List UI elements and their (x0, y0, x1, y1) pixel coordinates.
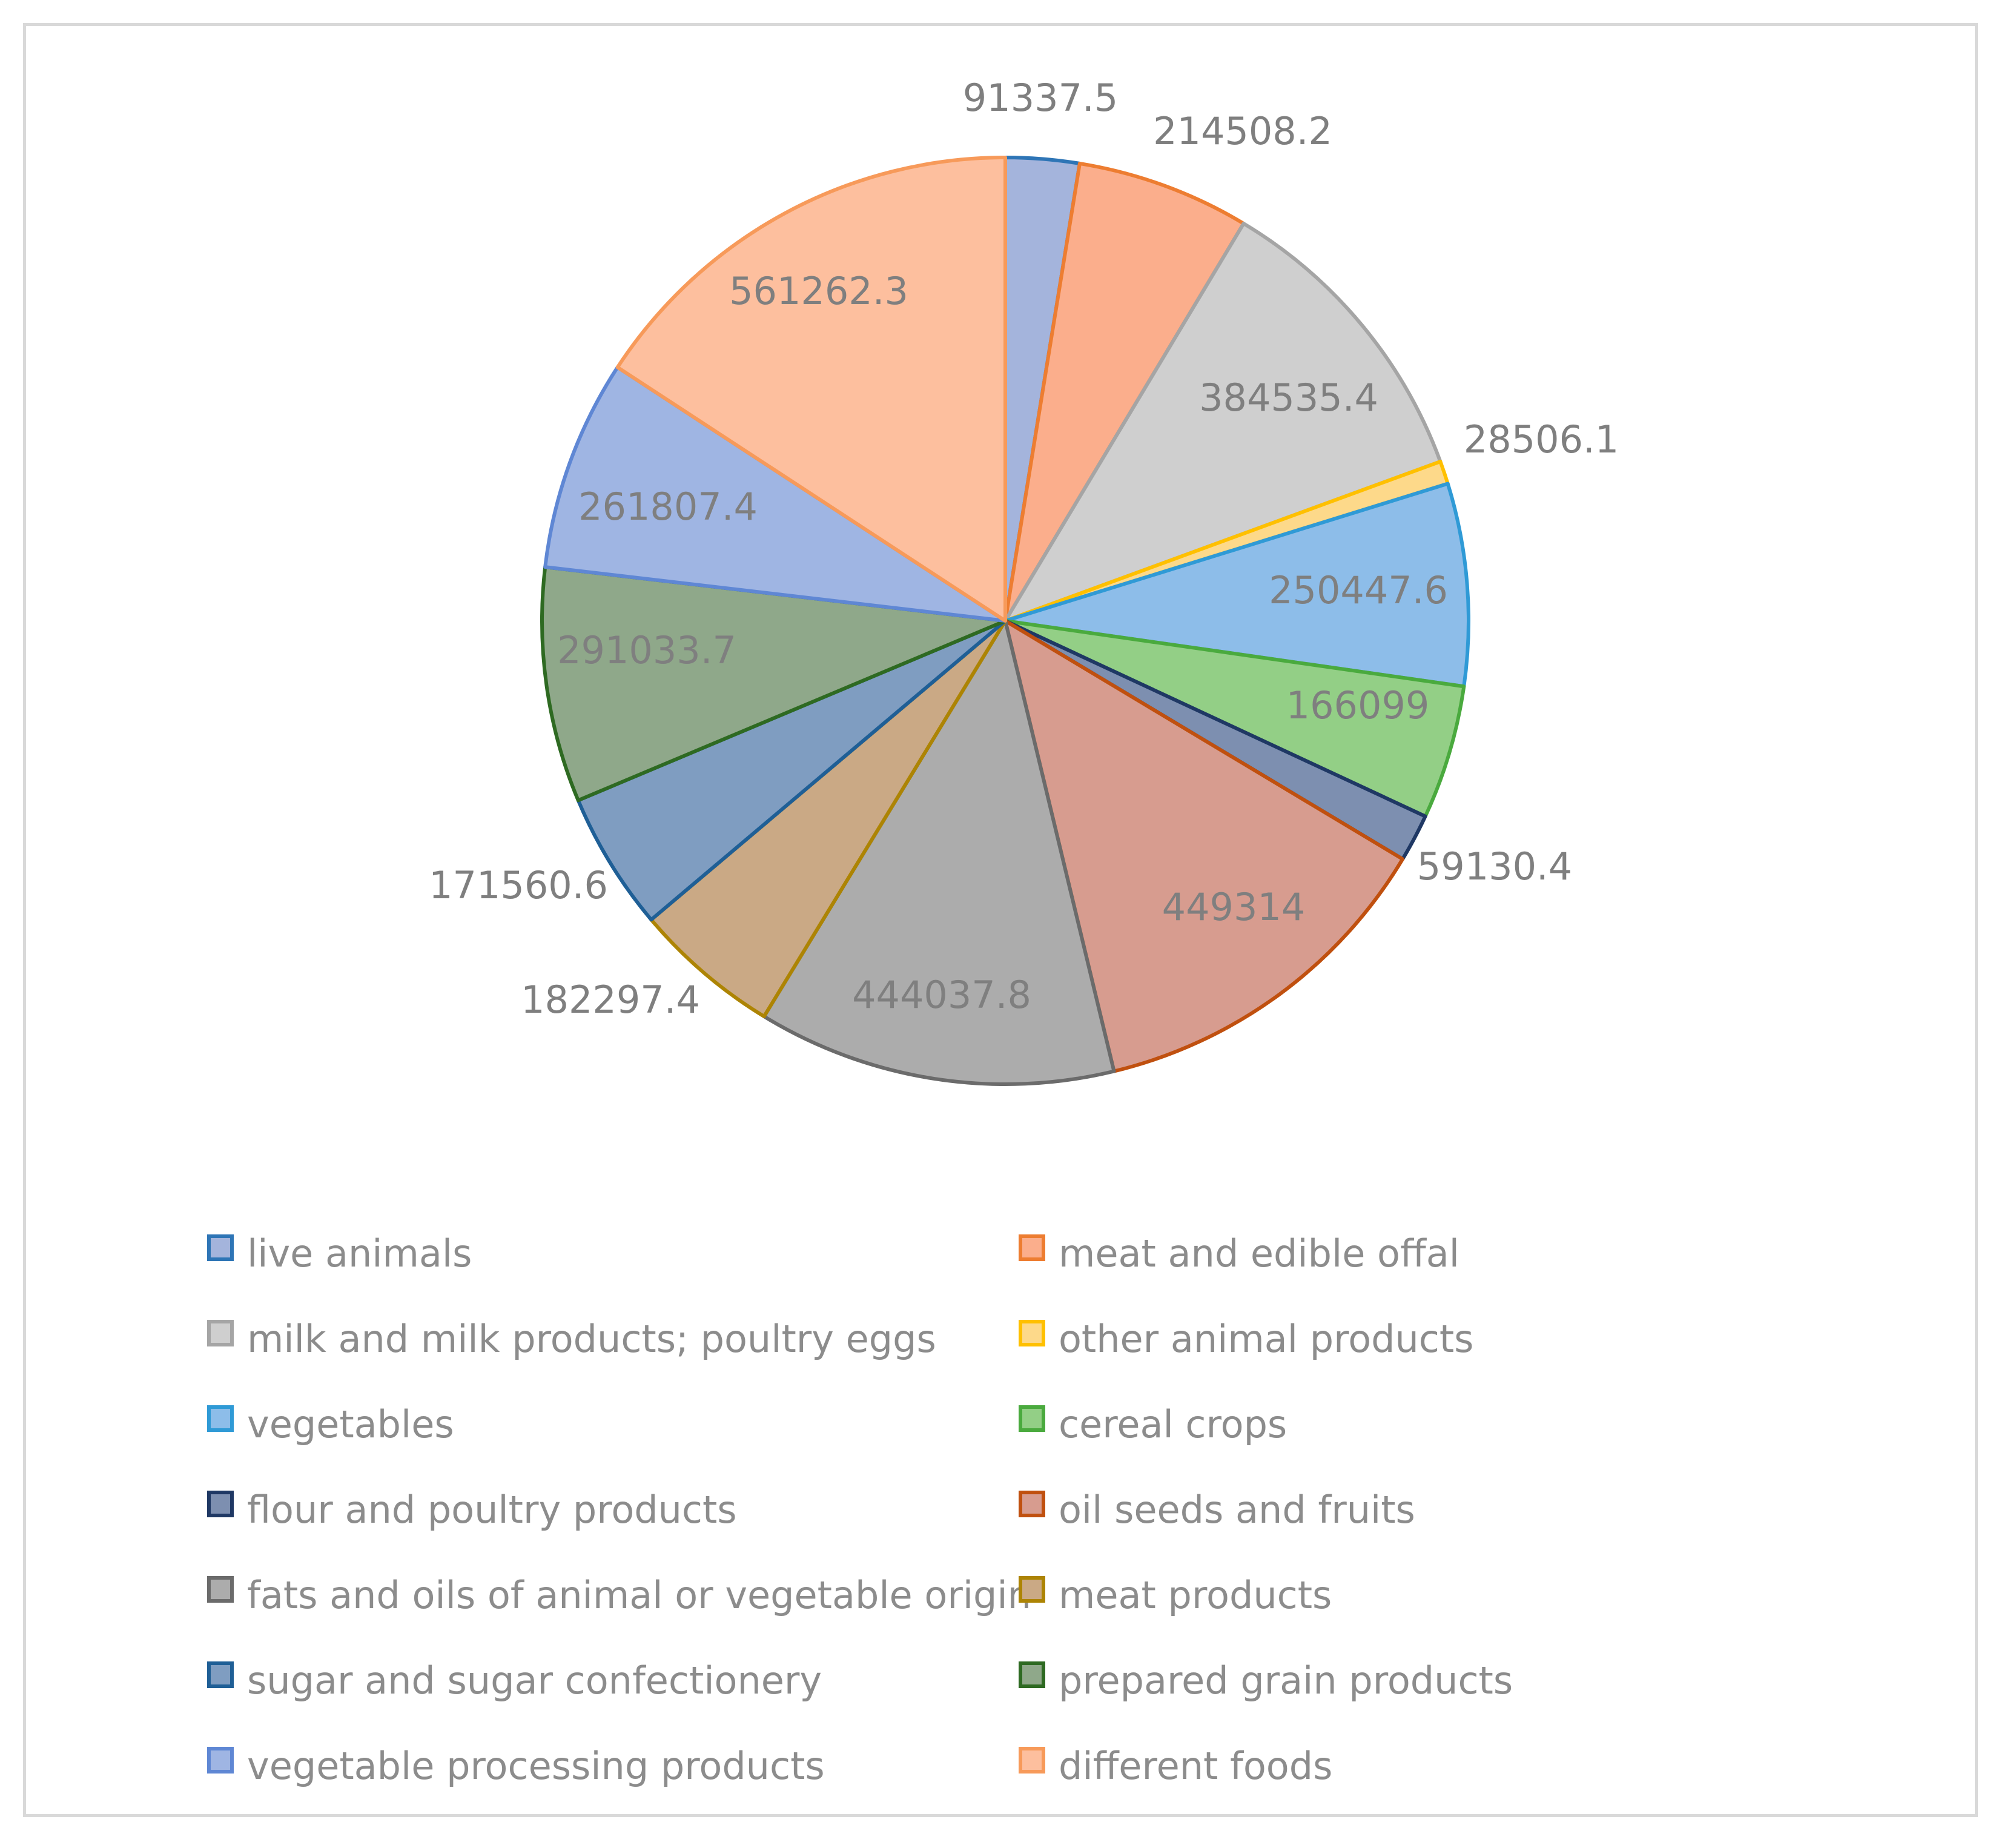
legend-item: prepared grain products (1019, 1658, 1513, 1703)
legend-item: vegetable processing products (207, 1744, 825, 1788)
legend-swatch (1019, 1405, 1045, 1432)
legend-item: fats and oils of animal or vegetable ori… (207, 1573, 1031, 1617)
pie-slice (1003, 619, 1405, 1073)
pie-slice (649, 619, 1007, 1019)
legend-label: meat products (1059, 1573, 1332, 1617)
data-label: 59130.4 (1417, 844, 1572, 889)
data-label: 171560.6 (429, 863, 608, 907)
data-label: 449314 (1162, 885, 1306, 929)
legend-swatch (1019, 1234, 1045, 1261)
legend-label: vegetables (247, 1402, 454, 1446)
data-label: 182297.4 (521, 978, 700, 1022)
data-labels: 91337.5 214508.2 384535.4 28506.1 250447.6 16… (429, 76, 1619, 1022)
legend-item: flour and poultry products (207, 1488, 737, 1532)
pie-slice (540, 565, 1007, 803)
legend-label: live animals (247, 1231, 472, 1276)
data-label: 91337.5 (963, 76, 1118, 120)
pie-slice (1003, 222, 1443, 623)
legend-label: fats and oils of animal or vegetable ori… (247, 1573, 1031, 1617)
legend-swatch (207, 1491, 234, 1517)
data-label: 291033.7 (557, 628, 736, 672)
legend-swatch (207, 1234, 234, 1261)
legend-label: cereal crops (1059, 1402, 1287, 1446)
legend-item: meat products (1019, 1573, 1332, 1617)
legend-label: vegetable processing products (247, 1744, 825, 1788)
data-label: 561262.3 (729, 269, 908, 313)
pie-slice (543, 365, 1007, 623)
legend-label: sugar and sugar confectionery (247, 1658, 822, 1703)
legend-item: oil seeds and fruits (1019, 1488, 1415, 1532)
legend-item: cereal crops (1019, 1402, 1287, 1446)
legend-swatch (1019, 1747, 1045, 1773)
legend-item: milk and milk products; poultry eggs (207, 1317, 936, 1361)
legend-swatch (207, 1405, 234, 1432)
legend-swatch (1019, 1576, 1045, 1603)
legend-label: flour and poultry products (247, 1488, 737, 1532)
data-label: 214508.2 (1153, 109, 1332, 153)
legend-swatch (1019, 1320, 1045, 1346)
pie-slice (576, 619, 1007, 922)
legend-label: other animal products (1059, 1317, 1473, 1361)
legend-item: live animals (207, 1231, 472, 1276)
legend-item: vegetables (207, 1402, 454, 1446)
legend-swatch (207, 1661, 234, 1688)
legend-swatch (1019, 1661, 1045, 1688)
legend-label: oil seeds and fruits (1059, 1488, 1415, 1532)
legend-label: prepared grain products (1059, 1658, 1513, 1703)
legend-item: different foods (1019, 1744, 1332, 1788)
legend-swatch (1019, 1491, 1045, 1517)
legend-swatch (207, 1320, 234, 1346)
pie-slices (540, 156, 1470, 1086)
data-label: 28506.1 (1464, 417, 1619, 462)
legend-label: milk and milk products; poultry eggs (247, 1317, 936, 1361)
legend-label: different foods (1059, 1744, 1332, 1788)
legend-item: meat and edible offal (1019, 1231, 1459, 1276)
pie-slice (762, 619, 1116, 1086)
data-label: 384535.4 (1199, 376, 1378, 420)
data-label: 250447.6 (1269, 568, 1448, 612)
data-label: 261807.4 (578, 485, 758, 529)
pie-slice (615, 156, 1007, 623)
legend-item: sugar and sugar confectionery (207, 1658, 822, 1703)
legend-swatch (207, 1576, 234, 1603)
data-label: 166099 (1286, 683, 1430, 727)
legend: live animals meat and edible offal milk an… (207, 1231, 1513, 1788)
data-label: 444037.8 (852, 973, 1031, 1017)
legend-item: other animal products (1019, 1317, 1473, 1361)
pie-slice (1003, 619, 1466, 818)
legend-label: meat and edible offal (1059, 1231, 1459, 1276)
pie-slice (1003, 161, 1246, 623)
legend-swatch (207, 1747, 234, 1773)
